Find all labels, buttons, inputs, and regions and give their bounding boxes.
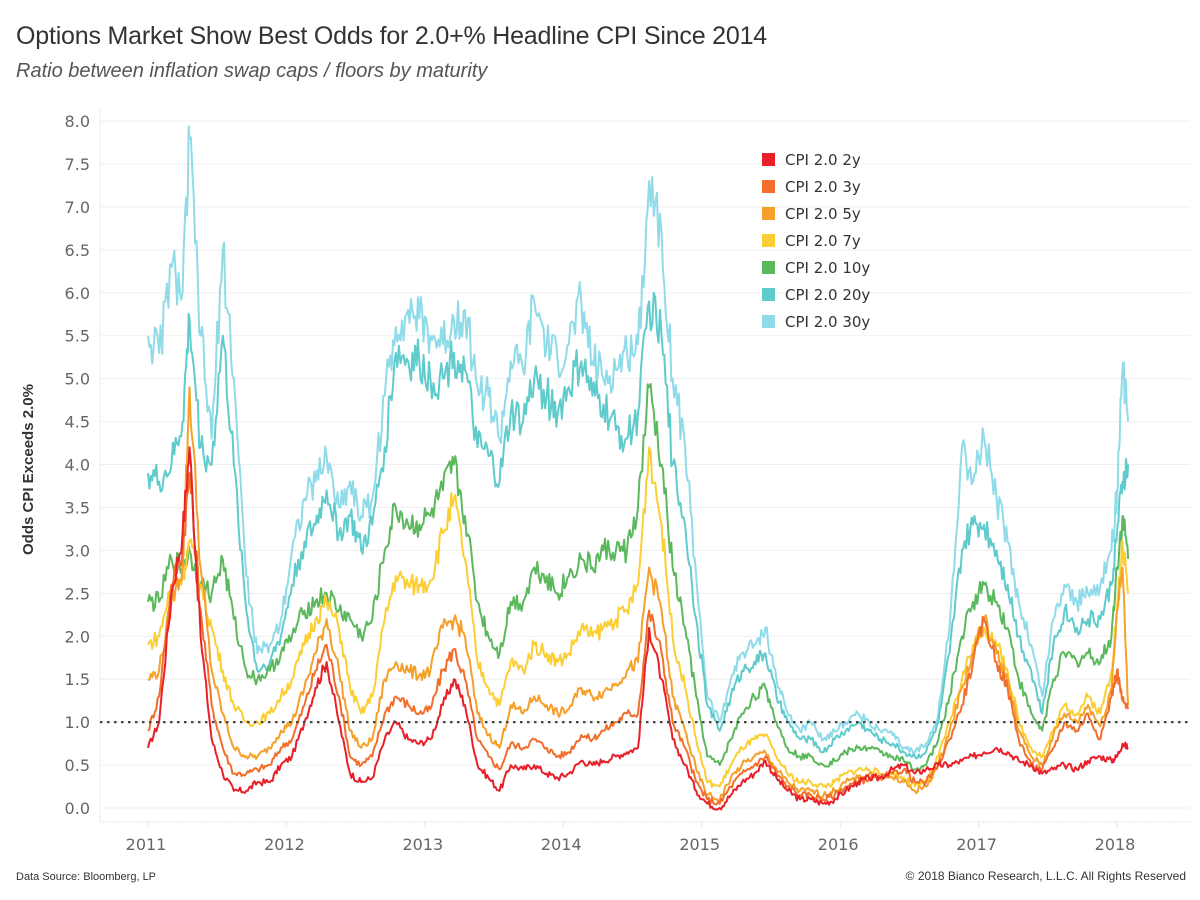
legend-label: CPI 2.0 30y (785, 312, 871, 331)
y-tick-label: 3.0 (65, 541, 90, 560)
y-tick-label: 4.5 (65, 413, 90, 432)
legend-swatch (762, 315, 775, 328)
series-line-cpi-2-0-10y (147, 383, 1130, 772)
legend-swatch (762, 234, 775, 247)
y-tick-label: 7.5 (65, 155, 90, 174)
y-tick-label: 3.5 (65, 498, 90, 517)
legend-swatch (762, 180, 775, 193)
y-tick-label: 0.0 (65, 799, 90, 818)
legend-swatch (762, 288, 775, 301)
y-tick-label: 2.5 (65, 584, 90, 603)
y-tick-label: 1.0 (65, 713, 90, 732)
legend-swatch (762, 153, 775, 166)
x-tick-label: 2017 (956, 835, 997, 854)
x-tick-label: 2013 (402, 835, 443, 854)
x-tick-label: 2014 (541, 835, 582, 854)
y-tick-label: 2.0 (65, 627, 90, 646)
y-tick-label: 5.0 (65, 370, 90, 389)
legend-item: CPI 2.0 3y (762, 173, 870, 200)
x-tick-label: 2012 (264, 835, 305, 854)
x-tick-label: 2015 (679, 835, 720, 854)
x-tick-label: 2016 (818, 835, 859, 854)
legend-label: CPI 2.0 20y (785, 285, 871, 304)
legend-label: CPI 2.0 5y (785, 204, 861, 223)
series-line-cpi-2-0-2y (147, 446, 1129, 811)
y-axis-ticks: 0.0 0.5 1.0 1.5 2.0 2.5 3.0 3.5 4.0 4.5 5.0 5.5 6.0 6… (65, 112, 90, 818)
legend-item: CPI 2.0 2y (762, 146, 870, 173)
data-source-note: Data Source: Bloomberg, LP (16, 871, 157, 883)
chart-title: Options Market Show Best Odds for 2.0+% … (16, 22, 767, 50)
series-lines (147, 125, 1130, 811)
legend-item: CPI 2.0 10y (762, 254, 870, 281)
legend-label: CPI 2.0 2y (785, 150, 861, 169)
legend-item: CPI 2.0 7y (762, 227, 870, 254)
series-line-cpi-2-0-7y (147, 446, 1130, 789)
series-line-cpi-2-0-30y (147, 125, 1130, 755)
y-tick-label: 6.5 (65, 241, 90, 260)
y-tick-label: 6.0 (65, 284, 90, 303)
legend-item: CPI 2.0 30y (762, 308, 870, 335)
copyright-note: © 2018 Bianco Research, L.L.C. All Right… (906, 869, 1186, 883)
x-tick-label: 2011 (126, 835, 167, 854)
chart-subtitle: Ratio between inflation swap caps / floo… (16, 60, 488, 82)
y-tick-label: 0.5 (65, 756, 90, 775)
legend-label: CPI 2.0 10y (785, 258, 871, 277)
copyright-text: 2018 Bianco Research, L.L.C. All Rights … (917, 869, 1186, 883)
y-tick-label: 5.5 (65, 327, 90, 346)
x-tick-label: 2018 (1095, 835, 1136, 854)
y-tick-label: 8.0 (65, 112, 90, 131)
legend-label: CPI 2.0 3y (785, 177, 861, 196)
y-tick-label: 7.0 (65, 198, 90, 217)
legend-swatch (762, 207, 775, 220)
legend: CPI 2.0 2y CPI 2.0 3y CPI 2.0 5y CPI 2.0 7y… (762, 146, 870, 335)
y-tick-label: 4.0 (65, 456, 90, 475)
copyright-icon: © (905, 869, 915, 883)
series-line-cpi-2-0-3y (147, 472, 1130, 806)
x-axis-ticks: 2011 2012 2013 2014 2015 2016 2017 2018 (112, 822, 1176, 854)
legend-item: CPI 2.0 5y (762, 200, 870, 227)
y-tick-label: 1.5 (65, 670, 90, 689)
legend-item: CPI 2.0 20y (762, 281, 870, 308)
series-line-cpi-2-0-20y (147, 291, 1130, 760)
legend-label: CPI 2.0 7y (785, 231, 861, 250)
legend-swatch (762, 261, 775, 274)
